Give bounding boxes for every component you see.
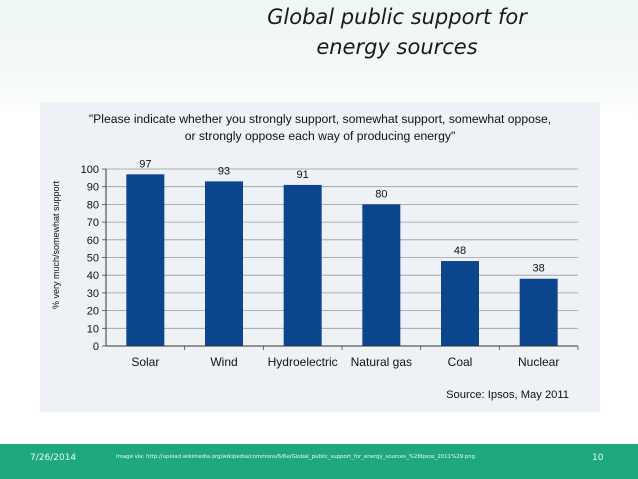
bar	[519, 278, 558, 346]
x-tick-label: Coal	[448, 355, 473, 369]
x-tick-label: Natural gas	[351, 355, 412, 369]
y-tick-label: 50	[87, 253, 99, 265]
y-tick-label: 20	[87, 306, 99, 318]
y-tick-label: 100	[81, 164, 99, 176]
x-tick-label: Hydroelectric	[268, 355, 338, 369]
bars	[126, 174, 558, 346]
y-tick-label: 70	[87, 217, 99, 229]
y-tick-label: 60	[87, 235, 99, 247]
footer-date: 7/26/2014	[30, 453, 77, 463]
footer-page-number: 10	[592, 453, 604, 463]
data-label: 93	[218, 165, 230, 177]
y-tick-label: 30	[87, 288, 99, 300]
x-tick-label: Wind	[210, 355, 237, 369]
y-axis-ticks: 0 10 20 30 40 50 60 70 80 90 100	[81, 164, 106, 353]
y-tick-label: 40	[87, 270, 99, 282]
slide-title-line-1: Global public support for	[267, 5, 527, 29]
bar	[126, 174, 165, 346]
data-label: 97	[139, 158, 151, 170]
slide-title: Global public support for energy sources	[212, 2, 582, 62]
bar	[205, 181, 243, 346]
gridlines	[106, 168, 578, 347]
x-axis-ticks: Solar Wind Hydroelectric Natural gas Coal Nuc…	[131, 346, 579, 369]
bar	[441, 261, 479, 346]
data-label: 38	[533, 263, 545, 275]
data-label: 80	[375, 188, 387, 200]
footer-image-credit: Image via: http://upload.wikimedia.org/w…	[116, 454, 476, 460]
y-tick-label: 90	[87, 182, 99, 194]
bar	[362, 204, 401, 346]
x-tick-label: Nuclear	[518, 355, 559, 369]
data-label: 91	[297, 169, 309, 181]
chart-title-line-1: "Please indicate whether you strongly su…	[89, 112, 551, 126]
chart-title-line-2: or strongly oppose each way of producing…	[185, 129, 456, 143]
bar	[283, 184, 322, 346]
y-tick-label: 10	[87, 323, 99, 335]
y-tick-label: 80	[87, 199, 99, 211]
slide-title-line-2: energy sources	[316, 35, 478, 59]
chart-source: Source: Ipsos, May 2011	[446, 389, 569, 401]
data-label: 48	[454, 245, 466, 257]
x-tick-label: Solar	[131, 355, 159, 369]
y-tick-label: 0	[93, 341, 99, 353]
data-labels: 97 93 91 80 48 38	[139, 158, 545, 274]
footer-bar	[0, 444, 638, 479]
y-axis-label: % very much/somewhat support	[51, 180, 61, 309]
bar-chart: "Please indicate whether you strongly su…	[51, 112, 579, 401]
